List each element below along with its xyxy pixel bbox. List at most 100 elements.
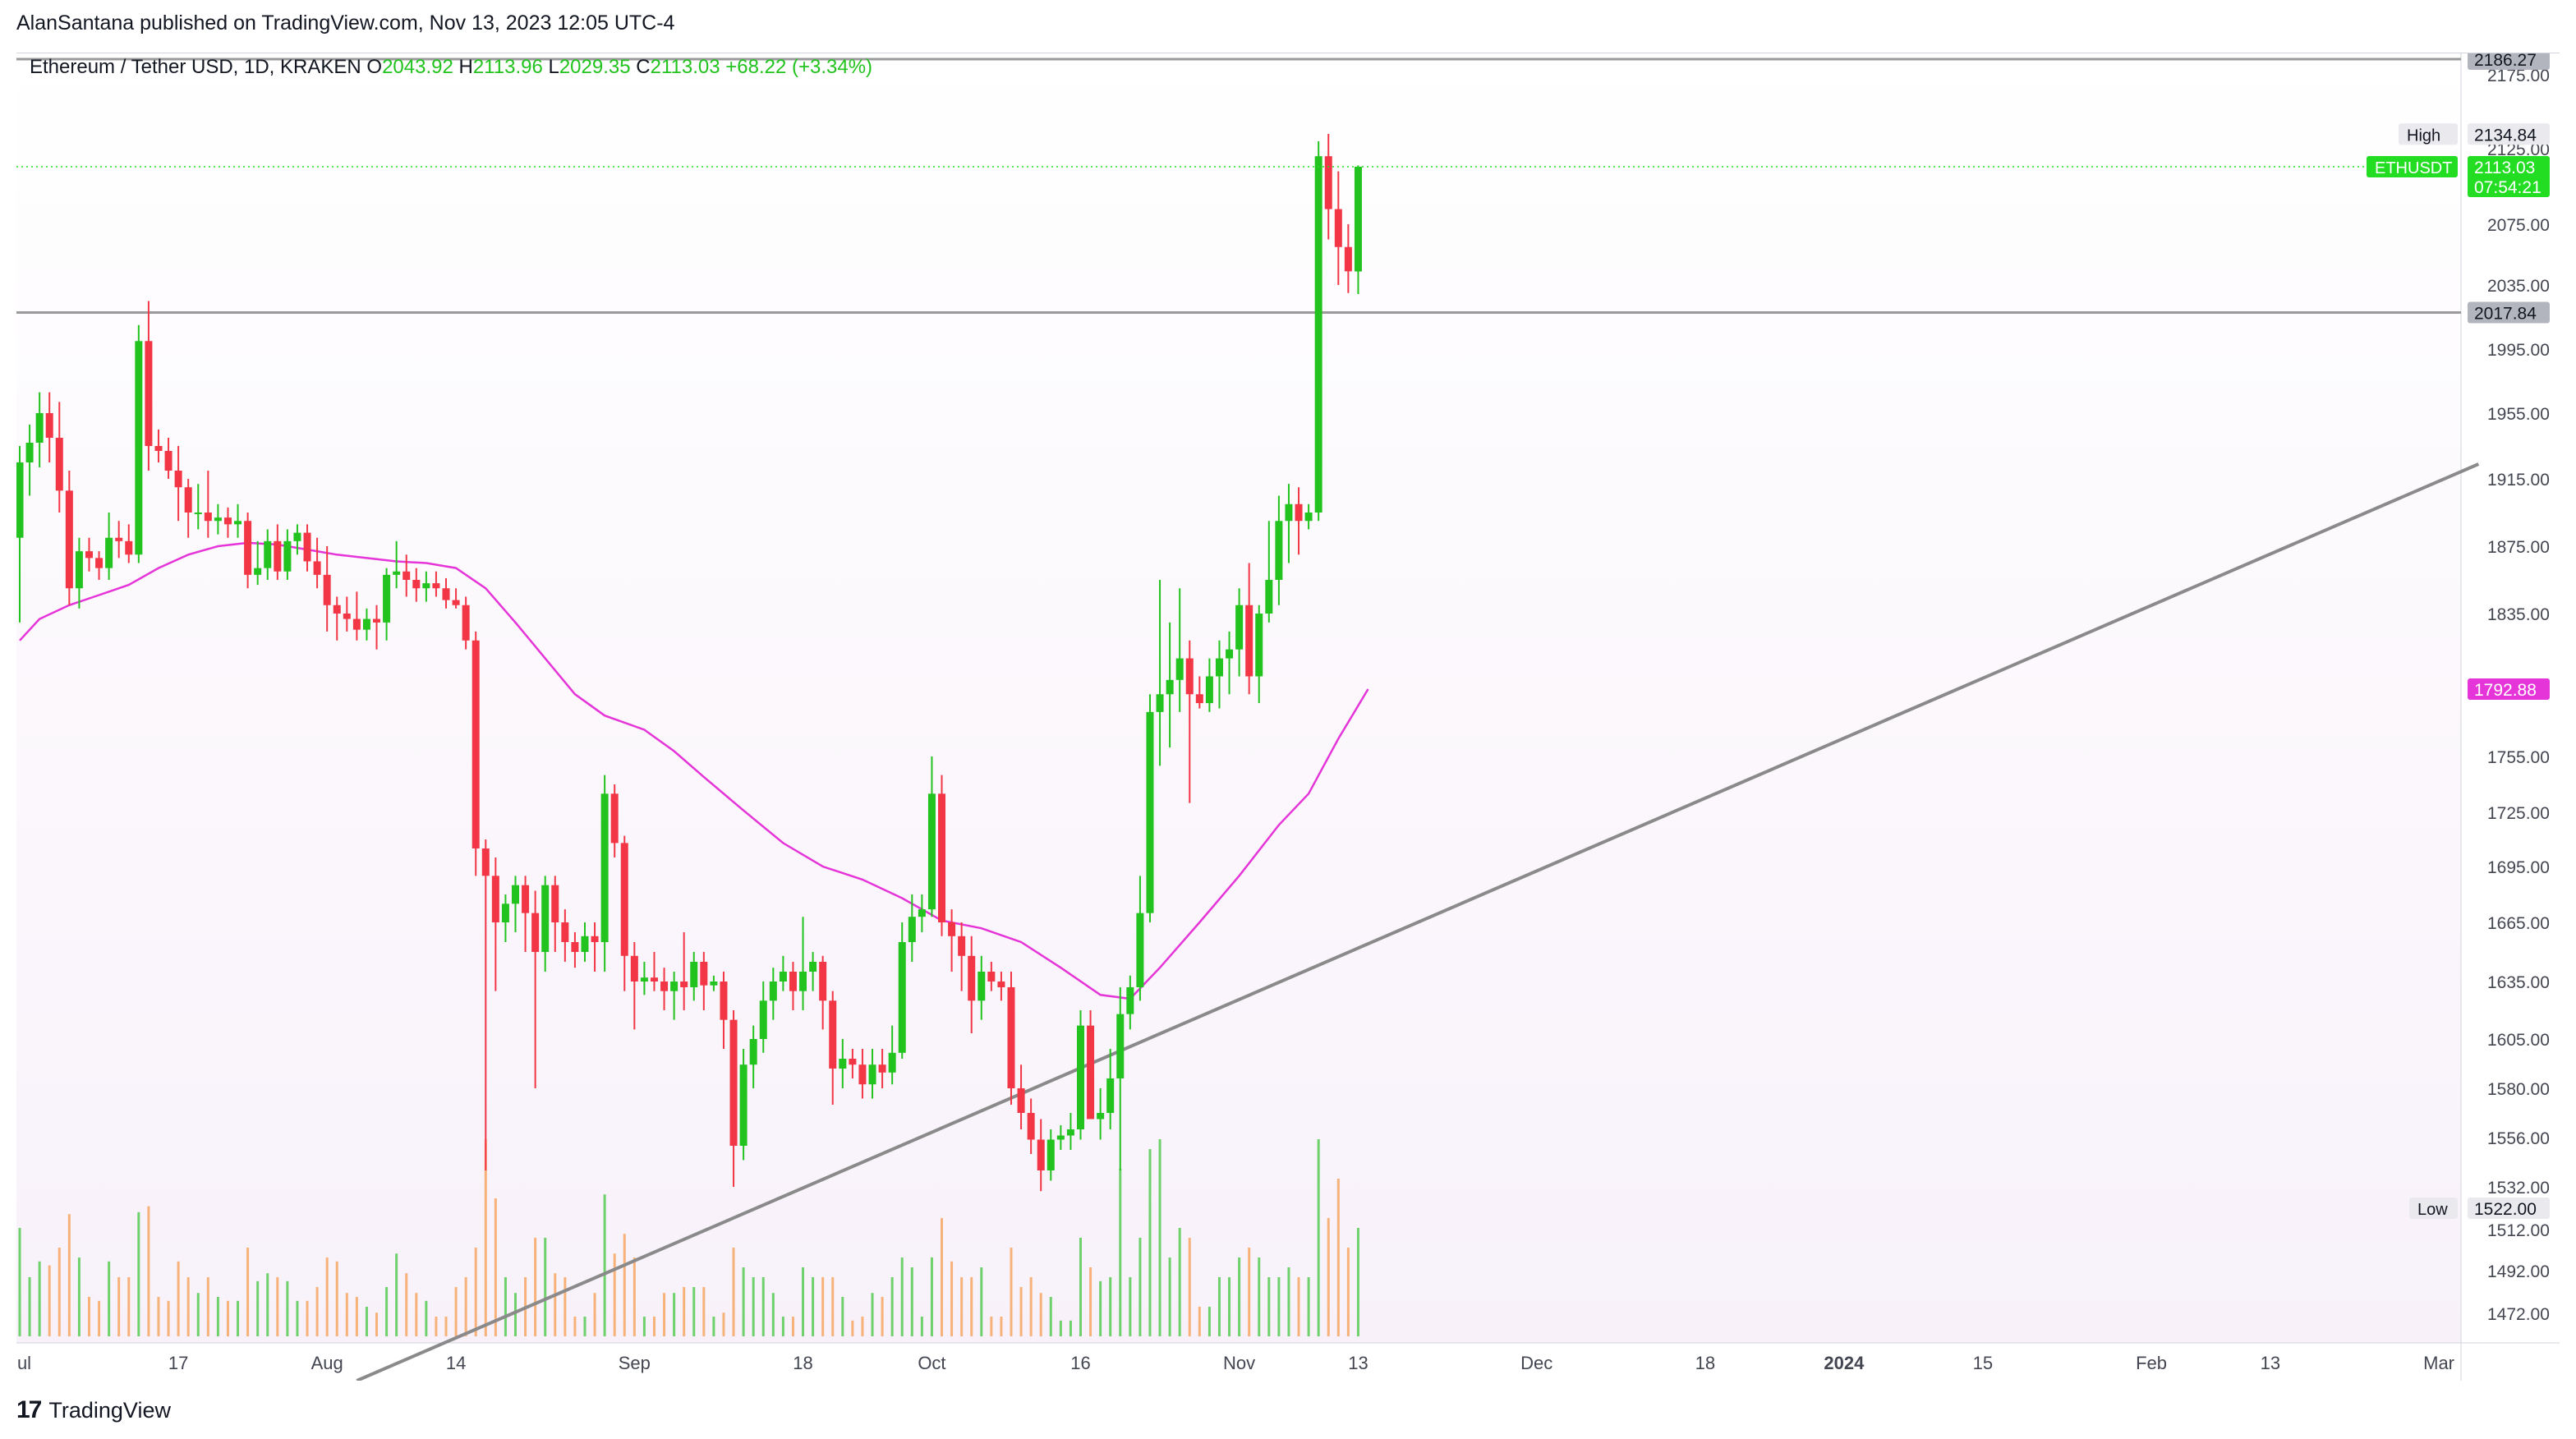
volume-bar xyxy=(1307,1277,1310,1336)
candle-body xyxy=(720,982,728,1020)
candle xyxy=(1295,487,1303,555)
candle-body xyxy=(1146,711,1154,913)
candle-body xyxy=(1275,521,1283,580)
price-tick-label: 1725.00 xyxy=(2487,804,2550,823)
candle-body xyxy=(868,1064,876,1085)
chart-pane[interactable]: Ethereum / Tether USD, 1D, KRAKEN O2043.… xyxy=(16,53,2560,1381)
candle-body xyxy=(254,568,262,575)
volume-bar xyxy=(613,1253,616,1336)
volume-bar xyxy=(108,1261,111,1336)
candle xyxy=(690,952,698,1001)
volume-bar xyxy=(325,1257,329,1336)
candle-body xyxy=(45,413,53,438)
price-tag-box xyxy=(2399,123,2458,145)
volume-bar xyxy=(980,1267,983,1336)
volume-bar xyxy=(48,1265,51,1336)
candle-body xyxy=(1166,679,1174,695)
candle-body xyxy=(888,1052,896,1073)
candle-body xyxy=(1126,987,1134,1014)
candle xyxy=(264,529,272,580)
price-tag-box xyxy=(2409,1198,2458,1219)
candle xyxy=(1007,972,1015,1105)
candle-body xyxy=(65,490,73,589)
price-label-text: 2113.03 xyxy=(2474,159,2535,177)
candle-body xyxy=(987,972,996,982)
candle-body xyxy=(610,793,619,844)
volume-bar xyxy=(1317,1139,1320,1336)
volume-bar xyxy=(910,1267,913,1336)
candle xyxy=(1195,676,1203,709)
time-tick-label: Aug xyxy=(311,1353,343,1373)
candle xyxy=(650,952,658,991)
price-tick-label: 1472.00 xyxy=(2487,1305,2550,1324)
volume-bar xyxy=(147,1206,150,1336)
volume-bar xyxy=(871,1293,874,1336)
volume-bar xyxy=(960,1277,964,1336)
candle-body xyxy=(115,537,123,541)
candle xyxy=(1314,141,1322,522)
candle xyxy=(561,909,569,962)
volume-bar xyxy=(385,1287,389,1336)
volume-bar xyxy=(464,1277,467,1336)
volume-bar xyxy=(652,1317,656,1336)
volume-bar xyxy=(157,1297,160,1336)
candle-body xyxy=(1235,605,1244,650)
price-label-text: 2134.84 xyxy=(2474,126,2537,145)
volume-bar xyxy=(930,1257,933,1336)
time-tick-label: 2024 xyxy=(1824,1353,1865,1373)
volume-bar xyxy=(137,1211,140,1336)
candle xyxy=(1156,580,1164,766)
candle-body xyxy=(571,942,579,952)
candle xyxy=(244,513,252,589)
candle xyxy=(1205,658,1213,712)
candle xyxy=(522,876,530,952)
candle xyxy=(888,1025,896,1085)
volume-bar xyxy=(831,1277,835,1336)
candle-body xyxy=(948,922,956,936)
candle xyxy=(1126,975,1134,1030)
volume-bar xyxy=(1217,1277,1221,1336)
price-label-level: 2186.27 xyxy=(2468,53,2550,70)
trendline[interactable] xyxy=(356,462,2480,1381)
volume-bar xyxy=(851,1320,854,1336)
candle xyxy=(878,1049,886,1088)
volume-bar xyxy=(802,1267,805,1336)
candle xyxy=(630,942,638,1030)
candle xyxy=(978,955,986,1020)
candle xyxy=(1215,640,1223,709)
candle xyxy=(819,955,827,1030)
volume-bar xyxy=(761,1277,765,1336)
volume-bar xyxy=(890,1277,894,1336)
candle-body xyxy=(779,972,787,982)
candle xyxy=(541,876,550,972)
volume-bar xyxy=(900,1257,904,1336)
price-tag-box xyxy=(2367,156,2458,178)
candle xyxy=(194,484,202,530)
candle-body xyxy=(135,341,143,555)
candle-body xyxy=(402,571,411,580)
price-tick-label: 2035.00 xyxy=(2487,277,2550,296)
volume-bar xyxy=(206,1277,209,1336)
candle xyxy=(1235,588,1244,677)
candle xyxy=(829,991,837,1105)
volume-bar xyxy=(1267,1277,1271,1336)
volume-bar xyxy=(861,1317,864,1336)
candle xyxy=(1265,521,1273,623)
candle xyxy=(254,540,262,586)
candle xyxy=(958,922,966,991)
time-tick-label: Oct xyxy=(918,1353,945,1373)
candlestick-chart[interactable]: Ethereum / Tether USD, 1D, KRAKEN O2043.… xyxy=(16,53,2560,1381)
price-label-box xyxy=(2468,678,2550,700)
volume-bar xyxy=(732,1248,735,1336)
candle xyxy=(868,1049,876,1099)
volume-bar xyxy=(117,1277,121,1336)
volume-bar xyxy=(246,1248,250,1336)
volume-bar xyxy=(1000,1317,1003,1336)
price-tag-text: Low xyxy=(2417,1201,2448,1219)
candle-body xyxy=(145,341,153,446)
volume-bar xyxy=(1010,1248,1013,1336)
volume-bar xyxy=(970,1277,973,1336)
candle-body xyxy=(293,532,301,541)
candle xyxy=(620,835,628,991)
countdown-text: 07:54:21 xyxy=(2474,178,2542,197)
